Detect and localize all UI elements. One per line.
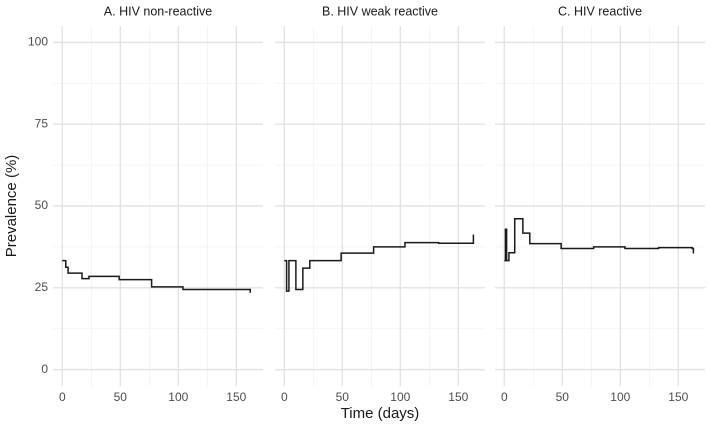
y-tick-label: 100: [28, 35, 48, 49]
x-tick-label: 0: [501, 390, 508, 404]
data-line: [284, 234, 475, 292]
y-tick-label: 0: [41, 362, 48, 376]
y-tick-label: 50: [35, 198, 49, 212]
x-tick-label: 100: [610, 390, 630, 404]
panel-title: B. HIV weak reactive: [322, 4, 438, 18]
data-line: [504, 218, 695, 262]
x-tick-label: 150: [226, 390, 246, 404]
x-tick-label: 50: [556, 390, 570, 404]
x-tick-label: 150: [448, 390, 468, 404]
x-tick-label: 0: [281, 390, 288, 404]
data-line: [62, 259, 251, 293]
y-axis-title: Prevalence (%): [3, 155, 20, 258]
x-tick-label: 100: [390, 390, 410, 404]
x-axis-title: Time (days): [341, 405, 420, 422]
panel-title: C. HIV reactive: [558, 4, 642, 18]
y-tick-label: 25: [35, 280, 49, 294]
x-tick-label: 150: [668, 390, 688, 404]
panel-title: A. HIV non-reactive: [104, 4, 212, 18]
x-tick-label: 50: [114, 390, 128, 404]
x-tick-label: 50: [336, 390, 350, 404]
x-tick-label: 0: [59, 390, 66, 404]
y-tick-label: 75: [35, 116, 49, 130]
x-tick-label: 100: [168, 390, 188, 404]
